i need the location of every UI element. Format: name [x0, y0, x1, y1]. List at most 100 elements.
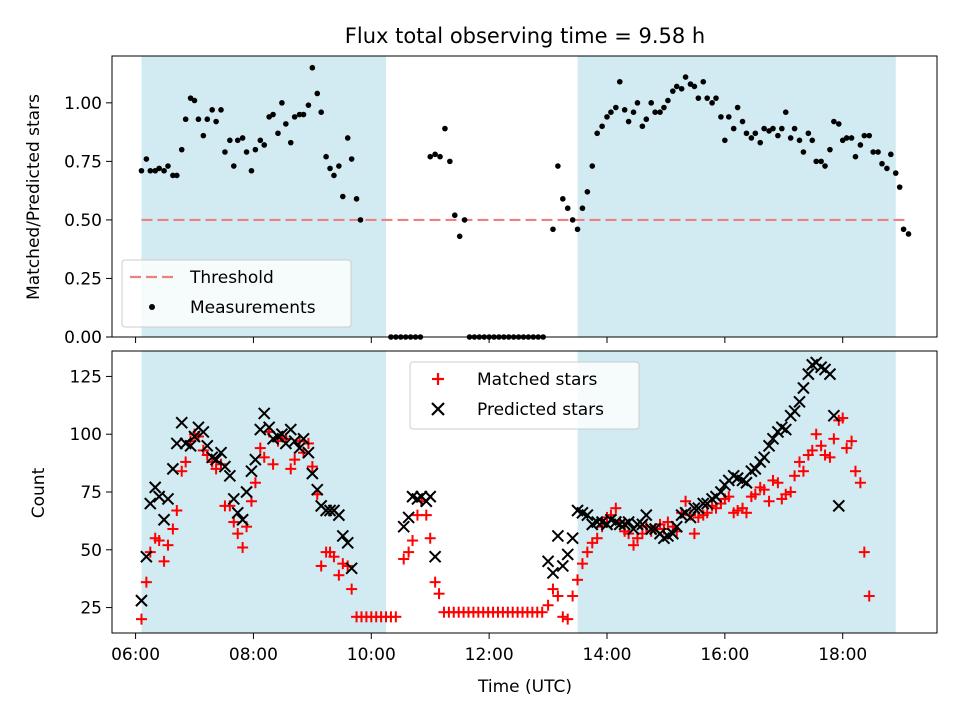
- predicted-star-point: [214, 446, 228, 459]
- predicted-star-point: [797, 381, 810, 395]
- x-stroke: [793, 395, 806, 409]
- matched-star-point: [841, 442, 853, 454]
- matched-star-point: [237, 541, 249, 553]
- x-stroke: [197, 425, 210, 439]
- matched-star-point: [576, 558, 588, 570]
- measurement-point: [239, 135, 246, 141]
- top-y-ticks: 0.00 0.25 0.50 0.75 1.00: [64, 94, 112, 348]
- predicted-star-point: [788, 404, 801, 418]
- measurement-point: [866, 132, 873, 139]
- measurement-point: [905, 231, 912, 237]
- x-stroke: [258, 407, 271, 420]
- measurement-point: [331, 172, 337, 179]
- measurement-point: [888, 151, 894, 158]
- predicted-star-point: [184, 439, 197, 452]
- x-tick-label: 16:00: [700, 645, 749, 665]
- matched-star-point: [628, 539, 640, 551]
- measurement-point: [639, 123, 646, 130]
- matched-star-point: [398, 553, 410, 565]
- measurement-point: [209, 107, 215, 113]
- y-tick-label: 25: [80, 599, 102, 619]
- matched-star-point: [267, 458, 279, 470]
- predicted-star-point: [297, 432, 310, 446]
- predicted-star-point: [802, 367, 815, 381]
- measurement-point: [589, 163, 596, 169]
- measurement-point: [323, 153, 329, 160]
- measurement-point: [287, 139, 294, 146]
- measurement-point: [818, 158, 824, 165]
- measurement-point: [782, 109, 789, 115]
- measurement-point: [234, 137, 241, 144]
- predicted-star-point: [231, 506, 244, 520]
- x-stroke: [262, 421, 276, 434]
- measurement-point: [665, 97, 671, 104]
- x-tick-label: 18:00: [818, 645, 867, 665]
- matched-star-point: [572, 574, 584, 586]
- measurement-point: [822, 163, 828, 169]
- measurement-point: [700, 78, 707, 85]
- x-stroke: [424, 490, 437, 503]
- measurement-point: [779, 125, 785, 132]
- measurement-point: [621, 107, 628, 113]
- measurement-point: [616, 78, 623, 85]
- x-stroke: [249, 453, 262, 466]
- measurement-point: [884, 165, 890, 172]
- x-stroke: [170, 437, 184, 450]
- x-stroke: [551, 529, 565, 543]
- matched-star-point: [810, 428, 822, 440]
- predicted-star-point: [556, 559, 570, 573]
- x-axis-label: Time (UTC): [477, 677, 572, 697]
- predicted-star-point: [197, 425, 210, 439]
- matched-star-point: [591, 532, 603, 544]
- legend-predicted-label: Predicted stars: [477, 400, 604, 420]
- x-stroke: [762, 439, 776, 452]
- matched-star-point: [828, 433, 840, 445]
- predicted-star-point: [336, 529, 350, 543]
- measurement-point: [279, 100, 285, 106]
- matched-star-point: [863, 590, 875, 602]
- x-stroke: [727, 469, 740, 483]
- measurement-point: [831, 118, 837, 125]
- x-stroke: [775, 421, 789, 434]
- measurement-point: [739, 118, 746, 125]
- x-stroke: [636, 518, 649, 531]
- predicted-star-point: [766, 432, 780, 446]
- x-stroke: [561, 548, 574, 561]
- measurement-point: [870, 149, 876, 155]
- predicted-star-point: [666, 527, 680, 540]
- x-stroke: [227, 492, 240, 506]
- x-stroke: [184, 439, 197, 452]
- measurement-point: [451, 212, 458, 219]
- measurement-point: [770, 125, 776, 132]
- measurement-point: [222, 149, 228, 155]
- matched-star-point: [732, 504, 744, 516]
- x-tick-label: 10:00: [347, 645, 396, 665]
- predicted-star-point: [293, 441, 306, 455]
- x-stroke: [622, 515, 635, 529]
- matched-star-point: [547, 583, 559, 595]
- measurement-point: [344, 135, 351, 141]
- matched-star-point: [815, 440, 827, 452]
- measurement-point: [327, 165, 333, 172]
- predicted-star-point: [823, 367, 837, 381]
- predicted-star-point: [223, 469, 237, 483]
- predicted-stars-points: [135, 356, 845, 607]
- matched-star-point: [794, 456, 805, 468]
- x-stroke: [541, 555, 555, 568]
- measurement-point: [574, 226, 581, 233]
- measurement-point: [243, 149, 250, 155]
- measurement-point: [138, 167, 145, 174]
- matched-star-point: [420, 509, 432, 521]
- observing-interval-band: [577, 56, 896, 337]
- predicted-star-point: [152, 490, 166, 503]
- matched-star-point: [258, 451, 270, 463]
- matched-star-point: [692, 511, 704, 523]
- measurement-point: [796, 137, 803, 144]
- measurement-point: [309, 64, 316, 71]
- measurement-point: [892, 170, 899, 176]
- measurement-point: [718, 114, 724, 120]
- measurement-point: [275, 130, 281, 137]
- predicted-star-point: [581, 508, 594, 522]
- matched-star-point: [429, 576, 441, 588]
- predicted-star-point: [428, 550, 442, 563]
